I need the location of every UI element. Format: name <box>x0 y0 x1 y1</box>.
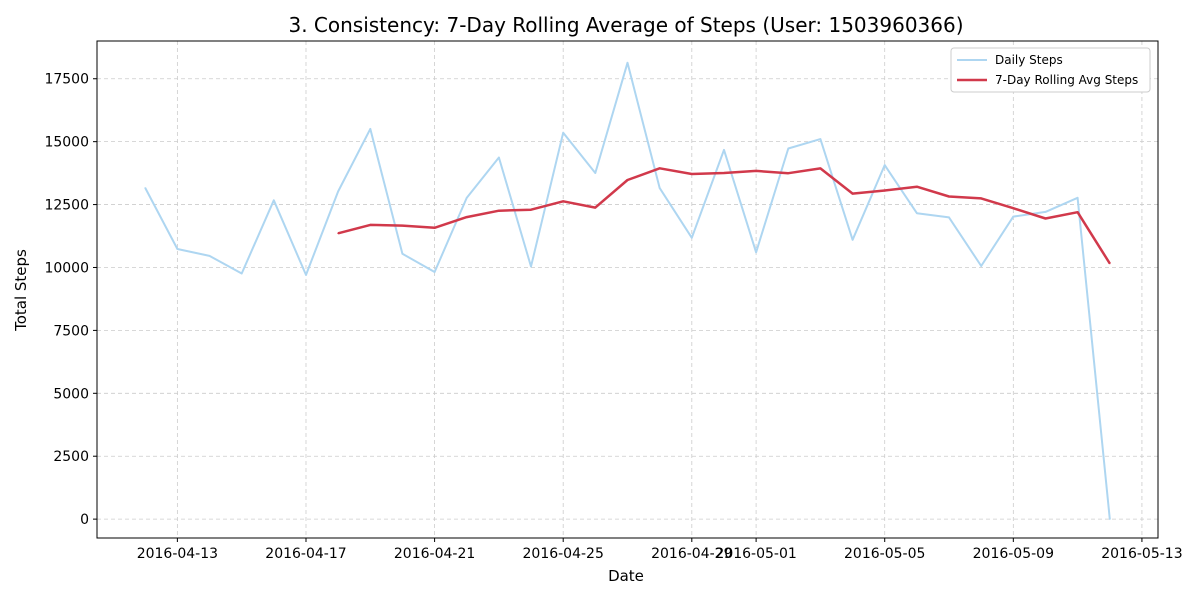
data-point-rolling-avg <box>948 195 950 198</box>
data-point-daily-steps <box>562 131 564 134</box>
data-point-rolling-avg <box>658 167 661 170</box>
legend-label-rolling-avg: 7-Day Rolling Avg Steps <box>995 73 1138 87</box>
data-point-daily-steps <box>787 147 790 150</box>
data-point-daily-steps <box>658 187 661 189</box>
data-point-daily-steps <box>337 190 339 193</box>
data-point-rolling-avg <box>851 192 854 195</box>
data-point-daily-steps <box>401 252 404 255</box>
x-tick-label: 2016-05-05 <box>844 546 925 562</box>
y-axis: 0 2500 5000 7500 10000 12500 15000 17500 <box>44 72 97 528</box>
y-tick-label: 15000 <box>44 135 89 151</box>
data-point-rolling-avg <box>465 216 468 218</box>
data-point-daily-steps <box>980 265 982 267</box>
legend-box <box>950 47 1151 93</box>
x-tick-label: 2016-04-17 <box>265 546 346 562</box>
x-tick-label: 2016-05-13 <box>1101 546 1182 562</box>
data-point-daily-steps <box>1012 215 1015 218</box>
grid <box>97 41 1158 538</box>
data-point-rolling-avg <box>819 167 822 170</box>
data-point-daily-steps <box>916 212 918 214</box>
data-point-rolling-avg <box>626 179 629 181</box>
data-point-rolling-avg <box>369 224 372 226</box>
x-tick-label: 2016-04-13 <box>137 546 218 562</box>
y-tick-label: 5000 <box>53 386 89 402</box>
x-tick-label: 2016-04-21 <box>394 546 475 562</box>
data-point-daily-steps <box>240 272 243 275</box>
data-point-daily-steps <box>723 149 725 151</box>
x-tick-label: 2016-04-29 <box>651 546 732 562</box>
x-axis-title: Date <box>608 567 644 585</box>
data-point-daily-steps <box>305 274 307 276</box>
y-tick-label: 12500 <box>44 198 89 214</box>
data-point-daily-steps <box>883 164 886 166</box>
data-point-daily-steps <box>273 199 275 202</box>
plot-frame <box>96 40 1159 539</box>
data-point-rolling-avg <box>1012 207 1015 210</box>
y-tick-label: 2500 <box>53 449 89 465</box>
data-point-daily-steps <box>594 172 597 174</box>
data-point-daily-steps <box>530 265 532 268</box>
data-point-daily-steps <box>755 251 757 254</box>
y-tick-label: 7500 <box>53 323 89 339</box>
data-point-daily-steps <box>626 61 629 64</box>
data-point-daily-steps <box>819 138 822 140</box>
y-tick-label: 10000 <box>44 260 89 276</box>
data-point-daily-steps <box>144 187 147 189</box>
x-tick-label: 2016-05-09 <box>973 546 1054 562</box>
chart-title: 3. Consistency: 7-Day Rolling Average of… <box>288 13 963 37</box>
data-point-daily-steps <box>465 197 468 199</box>
data-point-daily-steps <box>1108 518 1111 520</box>
legend: Daily Steps 7-Day Rolling Avg Steps <box>950 47 1151 93</box>
data-point-daily-steps <box>176 248 179 250</box>
y-tick-label: 0 <box>80 512 89 528</box>
x-axis: 2016-04-13 2016-04-17 2016-04-21 2016-04-25… <box>137 538 1183 562</box>
data-point-rolling-avg <box>916 185 918 188</box>
data-point-rolling-avg <box>594 206 597 209</box>
data-point-rolling-avg <box>433 227 436 229</box>
data-point-rolling-avg <box>498 209 500 212</box>
data-point-rolling-avg <box>401 224 404 227</box>
data-point-rolling-avg <box>562 200 564 203</box>
data-point-rolling-avg <box>691 173 693 175</box>
data-point-rolling-avg <box>980 197 982 200</box>
data-point-rolling-avg <box>337 232 339 235</box>
legend-label-daily-steps: Daily Steps <box>995 53 1063 67</box>
data-point-daily-steps <box>369 128 372 130</box>
data-point-rolling-avg <box>1076 211 1079 213</box>
data-point-rolling-avg <box>1044 217 1047 220</box>
data-point-rolling-avg <box>883 189 886 192</box>
y-axis-title: Total Steps <box>12 249 30 332</box>
data-point-daily-steps <box>1076 196 1079 199</box>
x-tick-label: 2016-05-01 <box>715 546 796 562</box>
data-point-rolling-avg <box>755 170 757 172</box>
data-point-daily-steps <box>1044 211 1047 213</box>
data-point-daily-steps <box>208 255 211 257</box>
data-point-rolling-avg <box>1108 262 1111 265</box>
data-point-rolling-avg <box>787 172 790 174</box>
y-tick-label: 17500 <box>44 72 89 88</box>
data-point-rolling-avg <box>723 172 725 174</box>
data-point-rolling-avg <box>530 208 532 211</box>
data-point-daily-steps <box>851 239 854 241</box>
data-point-daily-steps <box>691 236 693 239</box>
data-point-daily-steps <box>498 156 500 159</box>
series-layer <box>144 61 1111 520</box>
x-tick-label: 2016-04-25 <box>523 546 604 562</box>
data-point-daily-steps <box>433 271 436 273</box>
data-point-daily-steps <box>948 216 950 219</box>
